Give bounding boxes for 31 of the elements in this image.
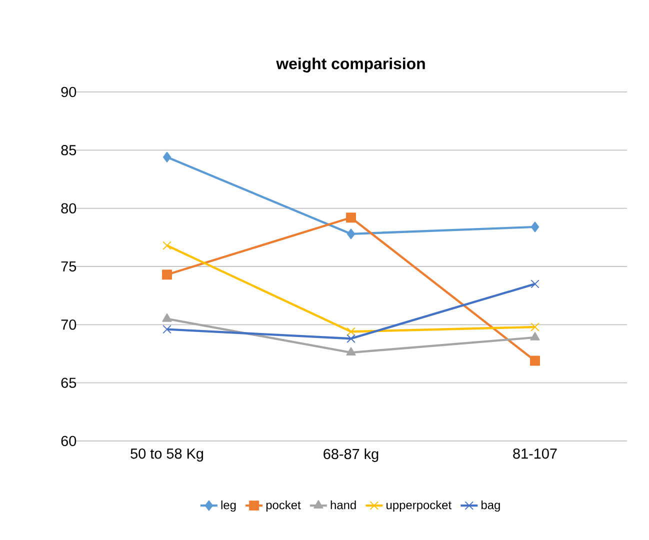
point: [162, 270, 172, 280]
x-tick-label: 81-107: [513, 448, 557, 459]
point: [346, 347, 356, 356]
point: [530, 322, 540, 332]
y-tick-label: 75: [61, 261, 76, 272]
point: [530, 332, 540, 340]
point: [346, 212, 356, 223]
legend-label: upperpocket: [386, 500, 452, 512]
point: [162, 313, 172, 322]
point: [346, 327, 356, 336]
x-tick-label: 68-87 kg: [324, 448, 378, 462]
point: [346, 334, 356, 343]
point: [162, 152, 172, 162]
legend-label: leg: [221, 500, 236, 512]
chart-title: weight comparision: [276, 58, 425, 73]
point: [530, 222, 540, 232]
y-tick-label: 90: [61, 86, 76, 98]
point: [162, 324, 172, 334]
legend-label: pocket: [266, 500, 301, 512]
point: [162, 241, 172, 250]
point: [346, 228, 356, 240]
point: [530, 356, 540, 366]
y-tick-label: 70: [61, 320, 76, 330]
legend-label: hand: [330, 500, 356, 510]
point: [530, 280, 540, 288]
x-tick-label: 50 to 58 Kg: [130, 448, 204, 462]
y-tick-label: 85: [61, 145, 76, 156]
y-tick-label: 60: [61, 436, 76, 446]
y-tick-label: 65: [61, 378, 76, 388]
y-tick-label: 80: [61, 203, 76, 214]
legend-label: bag: [482, 500, 500, 512]
